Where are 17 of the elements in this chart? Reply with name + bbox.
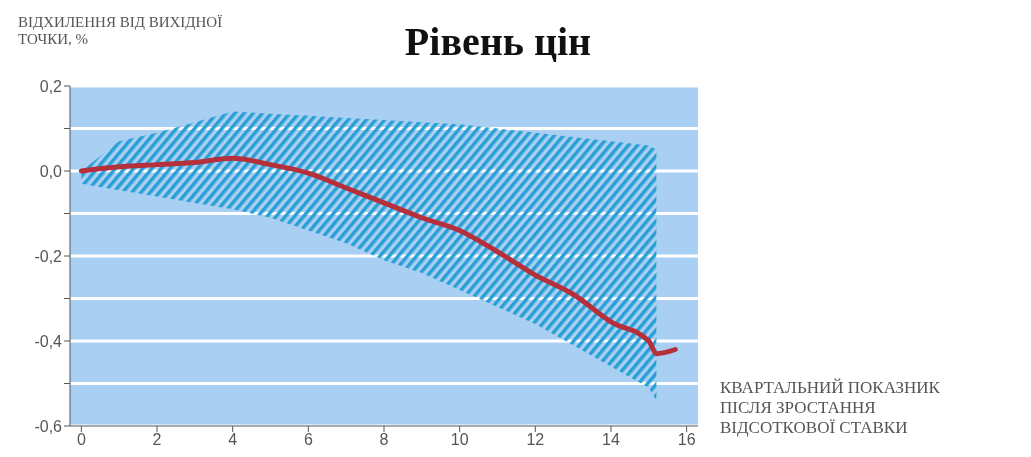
x-tick-label: 2 — [152, 431, 162, 449]
x-tick-label: 8 — [379, 431, 389, 449]
x-tick-label: 4 — [228, 431, 238, 449]
x-tick-label: 12 — [526, 431, 545, 449]
chart-title: Рівень цін — [403, 18, 593, 65]
y-tick-label: 0,0 — [39, 162, 63, 180]
x-tick-label: 16 — [677, 431, 696, 449]
x-tick-label: 10 — [450, 431, 469, 449]
x-tick-label: 14 — [602, 431, 620, 449]
y-tick-label: 0,2 — [39, 77, 63, 95]
y-tick-label: -0,4 — [34, 332, 63, 350]
y-tick-label: -0,2 — [34, 247, 63, 265]
x-tick-label: 0 — [76, 431, 86, 449]
x-axis-title: КВАРТАЛЬНИЙ ПОКАЗНИК ПІСЛЯ ЗРОСТАННЯ ВІДСОТКОВОЇ СТАВКИ — [720, 378, 941, 438]
x-tick-label: 6 — [303, 431, 313, 449]
y-tick-label: -0,6 — [34, 417, 63, 435]
y-axis-title: ВІДХИЛЕННЯ ВІД ВИХІДНОЇ ТОЧКИ, % — [18, 14, 224, 48]
